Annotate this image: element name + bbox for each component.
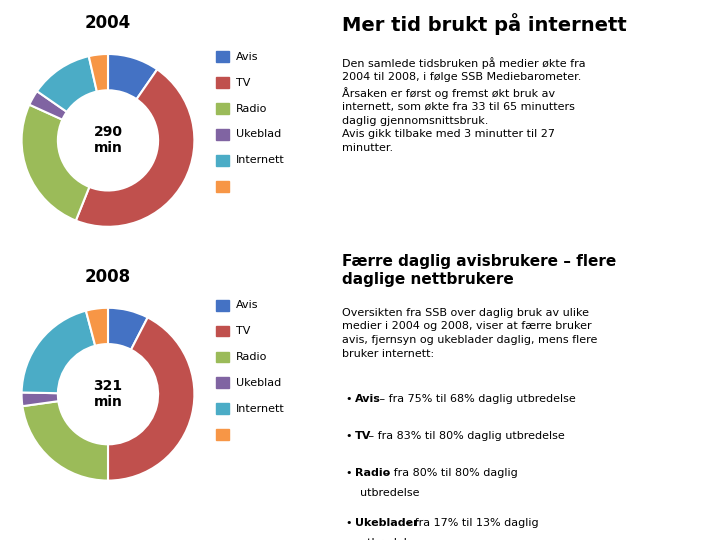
Wedge shape bbox=[22, 310, 95, 393]
Text: Ukeblader: Ukeblader bbox=[355, 518, 418, 528]
Text: Færre daglig avisbrukere – flere
daglige nettbrukere: Færre daglig avisbrukere – flere daglige… bbox=[342, 254, 616, 287]
Text: Mer tid brukt på internett: Mer tid brukt på internett bbox=[342, 14, 626, 36]
Text: •: • bbox=[346, 518, 352, 528]
Wedge shape bbox=[22, 393, 58, 406]
Text: Avis: Avis bbox=[355, 394, 381, 404]
Wedge shape bbox=[76, 69, 194, 227]
Text: 290
min: 290 min bbox=[94, 125, 122, 156]
Wedge shape bbox=[86, 308, 108, 346]
Text: Ukeblad: Ukeblad bbox=[236, 378, 282, 388]
Wedge shape bbox=[22, 401, 108, 481]
Text: •: • bbox=[346, 394, 352, 404]
Text: Radio: Radio bbox=[236, 352, 268, 362]
Wedge shape bbox=[108, 308, 148, 350]
Text: TV: TV bbox=[355, 431, 372, 441]
Text: Internett: Internett bbox=[236, 404, 285, 414]
Text: TV: TV bbox=[236, 326, 251, 336]
Text: Ukeblad: Ukeblad bbox=[236, 130, 282, 139]
Wedge shape bbox=[30, 91, 67, 120]
Text: – fra 80% til 80% daglig: – fra 80% til 80% daglig bbox=[381, 468, 518, 478]
Title: 2008: 2008 bbox=[85, 268, 131, 286]
Text: •: • bbox=[346, 431, 352, 441]
Text: Oversikten fra SSB over daglig bruk av ulike
medier i 2004 og 2008, viser at fær: Oversikten fra SSB over daglig bruk av u… bbox=[342, 308, 598, 359]
Text: Radio: Radio bbox=[236, 104, 268, 113]
Text: •: • bbox=[346, 468, 352, 478]
Text: Avis: Avis bbox=[236, 300, 258, 310]
Text: utbredelse: utbredelse bbox=[360, 488, 420, 498]
Text: utbredelse: utbredelse bbox=[360, 538, 420, 540]
Text: 321
min: 321 min bbox=[94, 379, 122, 409]
Wedge shape bbox=[37, 56, 97, 112]
Text: Avis: Avis bbox=[236, 52, 258, 62]
Text: – fra 83% til 80% daglig utbredelse: – fra 83% til 80% daglig utbredelse bbox=[365, 431, 565, 441]
Text: – fra 75% til 68% daglig utbredelse: – fra 75% til 68% daglig utbredelse bbox=[376, 394, 575, 404]
Wedge shape bbox=[108, 54, 157, 99]
Title: 2004: 2004 bbox=[85, 15, 131, 32]
Wedge shape bbox=[89, 54, 108, 92]
Text: Den samlede tidsbruken på medier økte fra
2004 til 2008, i følge SSB Mediebarome: Den samlede tidsbruken på medier økte fr… bbox=[342, 57, 585, 153]
Wedge shape bbox=[22, 105, 89, 220]
Text: Internett: Internett bbox=[236, 156, 285, 165]
Text: Radio: Radio bbox=[355, 468, 390, 478]
Text: TV: TV bbox=[236, 78, 251, 87]
Text: – fra 17% til 13% daglig: – fra 17% til 13% daglig bbox=[402, 518, 539, 528]
Wedge shape bbox=[108, 318, 194, 481]
